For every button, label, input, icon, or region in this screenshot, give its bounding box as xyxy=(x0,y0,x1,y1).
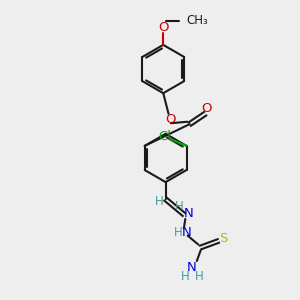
Text: N: N xyxy=(182,226,192,239)
Text: N: N xyxy=(183,207,193,220)
Text: CH₃: CH₃ xyxy=(186,14,208,27)
Text: H: H xyxy=(175,200,184,213)
Text: O: O xyxy=(165,112,175,126)
Text: Cl: Cl xyxy=(158,130,171,143)
Text: O: O xyxy=(158,21,169,34)
Text: H: H xyxy=(194,270,203,284)
Text: H: H xyxy=(174,226,182,239)
Text: O: O xyxy=(201,102,212,115)
Text: N: N xyxy=(187,261,197,274)
Text: S: S xyxy=(219,232,228,245)
Text: H: H xyxy=(155,195,164,208)
Text: H: H xyxy=(181,270,189,284)
